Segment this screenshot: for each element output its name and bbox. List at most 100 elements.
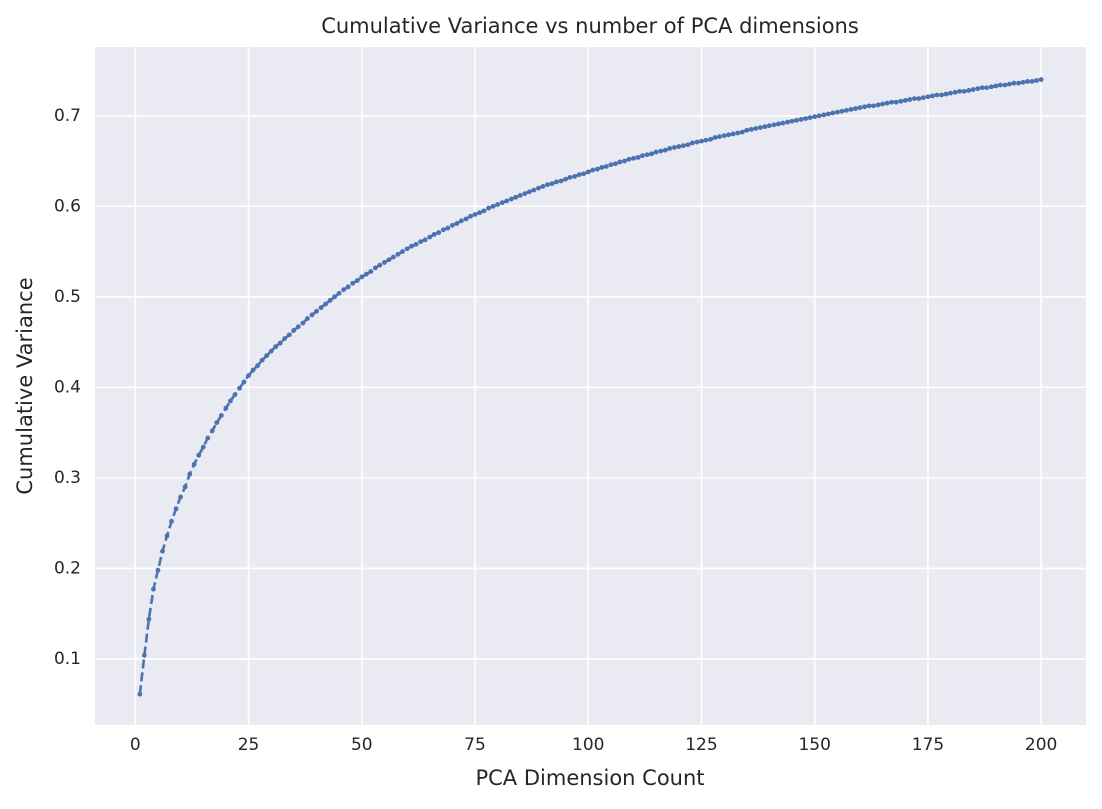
- data-point: [141, 652, 147, 658]
- data-point: [468, 213, 473, 219]
- y-tick-label: 0.7: [54, 106, 81, 126]
- data-point: [196, 452, 202, 458]
- x-tick-label: 150: [798, 735, 830, 755]
- data-point: [309, 312, 315, 318]
- data-point: [739, 129, 745, 135]
- data-point: [228, 398, 233, 404]
- data-point: [907, 97, 913, 102]
- data-point: [613, 161, 618, 167]
- data-point: [853, 106, 858, 111]
- data-point: [232, 392, 238, 397]
- x-tick-label: 50: [351, 735, 373, 755]
- data-point: [499, 200, 505, 206]
- data-point: [1011, 80, 1017, 86]
- data-point: [137, 691, 143, 697]
- y-tick-label: 0.6: [54, 196, 81, 216]
- data-point: [173, 506, 179, 512]
- data-point: [984, 85, 990, 91]
- data-point: [735, 130, 741, 136]
- data-point: [767, 123, 772, 129]
- data-point: [486, 205, 491, 211]
- data-point: [961, 88, 967, 94]
- data-point: [952, 89, 958, 95]
- data-point: [730, 131, 736, 137]
- data-point: [427, 234, 433, 240]
- data-point: [214, 420, 220, 426]
- data-point: [948, 90, 953, 96]
- data-point: [178, 494, 184, 500]
- data-point: [875, 102, 881, 108]
- data-point: [413, 241, 419, 247]
- data-point: [291, 327, 297, 333]
- data-point: [830, 110, 836, 116]
- data-point: [662, 147, 668, 153]
- data-point: [622, 158, 627, 164]
- data-point: [327, 298, 333, 303]
- data-point: [839, 108, 845, 114]
- data-point: [350, 280, 356, 286]
- data-point: [418, 239, 424, 245]
- data-point: [255, 363, 261, 369]
- data-point: [902, 98, 908, 103]
- x-tick-label: 75: [464, 735, 486, 755]
- data-point: [454, 221, 460, 226]
- data-point: [554, 179, 559, 185]
- data-point: [368, 269, 374, 274]
- data-point: [504, 198, 510, 204]
- data-point: [685, 142, 691, 148]
- data-point: [246, 373, 251, 378]
- data-point: [911, 96, 917, 101]
- data-point: [372, 265, 378, 271]
- data-point: [187, 471, 193, 477]
- y-tick-label: 0.1: [54, 649, 81, 669]
- data-point: [1016, 80, 1021, 86]
- data-point: [459, 218, 464, 224]
- data-point: [997, 82, 1003, 88]
- data-point: [540, 184, 546, 189]
- data-point: [880, 101, 886, 107]
- data-point: [549, 181, 555, 187]
- data-point: [318, 305, 324, 311]
- data-point: [223, 405, 229, 411]
- data-point: [359, 274, 365, 280]
- data-point: [680, 143, 686, 149]
- data-point: [644, 152, 650, 158]
- data-point: [694, 139, 700, 145]
- data-point: [699, 138, 704, 144]
- data-point: [422, 237, 428, 243]
- data-point: [857, 105, 863, 111]
- data-point: [273, 344, 279, 350]
- data-point: [576, 172, 582, 178]
- data-point: [205, 435, 211, 441]
- data-point: [807, 115, 813, 121]
- data-point: [449, 222, 455, 228]
- data-point: [151, 586, 156, 592]
- data-point: [259, 357, 265, 363]
- data-point: [631, 155, 636, 161]
- data-point: [264, 353, 270, 359]
- data-point: [925, 94, 931, 100]
- data-point: [363, 271, 369, 277]
- data-point: [585, 169, 591, 175]
- data-point: [268, 348, 274, 354]
- data-point: [789, 118, 795, 124]
- data-point: [721, 133, 727, 139]
- data-point: [966, 88, 972, 93]
- data-point: [671, 145, 677, 150]
- data-point: [970, 87, 976, 92]
- data-point: [794, 117, 799, 123]
- marks: [137, 77, 1044, 697]
- data-point: [490, 203, 496, 209]
- data-point: [377, 262, 383, 268]
- data-point: [305, 316, 310, 321]
- data-point: [1002, 82, 1008, 88]
- data-point: [1020, 79, 1026, 85]
- data-point: [1007, 81, 1012, 87]
- data-point: [191, 461, 197, 467]
- data-point: [594, 166, 600, 172]
- data-point: [282, 336, 288, 341]
- x-tick-label: 25: [238, 735, 260, 755]
- data-point: [871, 103, 876, 109]
- data-point: [608, 162, 614, 168]
- y-axis-label: Cumulative Variance: [13, 277, 37, 494]
